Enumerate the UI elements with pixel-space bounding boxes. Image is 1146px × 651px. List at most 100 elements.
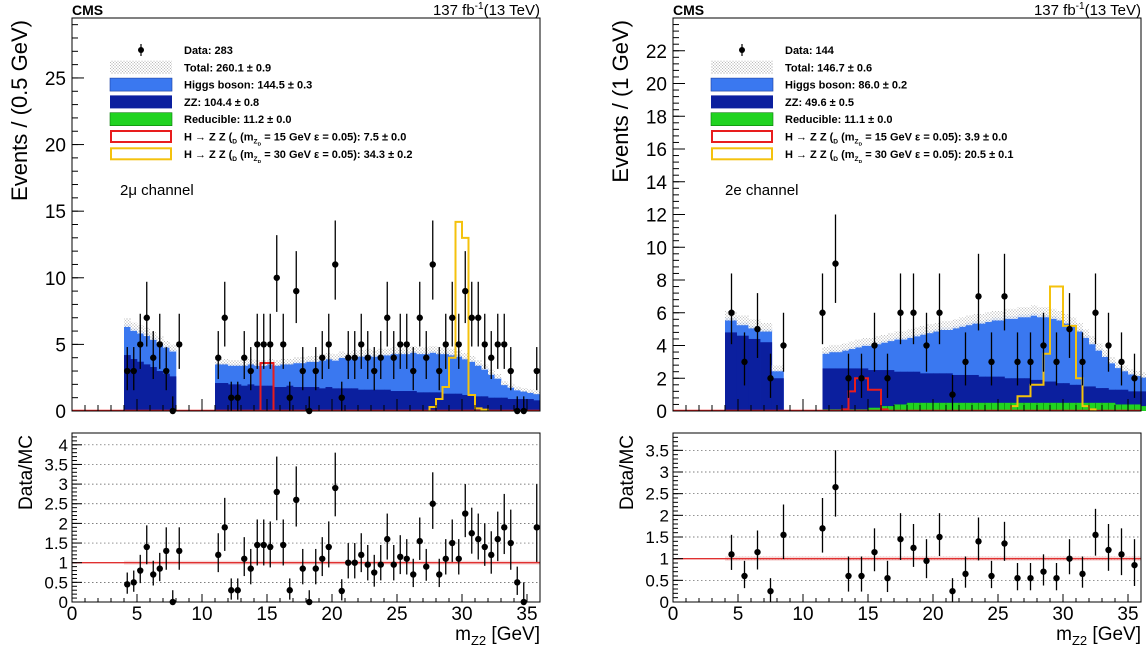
zz-bin bbox=[887, 370, 895, 411]
higgs-bin bbox=[1050, 316, 1057, 411]
zz-bin bbox=[325, 387, 333, 411]
ratio-point bbox=[163, 547, 170, 555]
zz-bin bbox=[468, 395, 476, 411]
higgs-bin bbox=[1037, 314, 1044, 411]
signal-30gev-line bbox=[1010, 285, 1097, 411]
uncertainty-band bbox=[861, 338, 869, 346]
ratio-point bbox=[819, 525, 826, 532]
data-point bbox=[488, 354, 495, 361]
uncertainty-band bbox=[520, 388, 528, 392]
legend-label: H → Z Z (D (mZD = 15 GeV ε = 0.05): 7.5 … bbox=[184, 132, 406, 148]
luminosity-label: 137 fb-1(13 TeV) bbox=[1034, 1, 1141, 19]
uncertainty-band bbox=[760, 322, 773, 332]
ratio-y-tick-label: 2.5 bbox=[44, 495, 68, 514]
uncertainty-band bbox=[306, 355, 313, 362]
data-point bbox=[299, 367, 306, 375]
reducible-bin bbox=[920, 402, 927, 411]
uncertainty-band bbox=[946, 320, 953, 330]
ratio-point bbox=[364, 561, 371, 568]
higgs-bin bbox=[416, 352, 424, 411]
uncertainty-band bbox=[842, 343, 849, 351]
zz-bin bbox=[861, 368, 869, 411]
ratio-point bbox=[1014, 574, 1021, 582]
ratio-point bbox=[1040, 568, 1047, 575]
x-axis-label: mZ2 [GeV] bbox=[455, 624, 540, 648]
ratio-point bbox=[533, 524, 540, 531]
reducible-bin bbox=[900, 404, 908, 411]
higgs-bin bbox=[377, 353, 385, 411]
legend-sig15-swatch bbox=[711, 130, 773, 143]
experiment-label: CMS bbox=[72, 2, 103, 18]
ratio-y-tick-label: 2 bbox=[660, 506, 669, 525]
reducible-bin bbox=[1017, 402, 1025, 411]
signal-30gev-line bbox=[428, 220, 489, 411]
uncertainty-band bbox=[1076, 322, 1083, 332]
ratio-point bbox=[351, 559, 358, 566]
higgs-bin bbox=[952, 325, 960, 411]
data-point bbox=[293, 287, 300, 295]
higgs-bin bbox=[345, 357, 352, 411]
data-point bbox=[351, 354, 358, 361]
higgs-bin bbox=[933, 329, 940, 411]
data-point bbox=[163, 367, 170, 375]
zz-bin bbox=[760, 342, 773, 411]
zz-bin bbox=[959, 374, 966, 411]
legend-zz-swatch bbox=[711, 95, 773, 109]
x-tick-label: 15 bbox=[256, 604, 277, 625]
zz-bin bbox=[972, 374, 979, 411]
reducible-bin bbox=[868, 407, 875, 411]
data-point bbox=[468, 314, 475, 321]
zz-bin bbox=[436, 392, 443, 411]
uncertainty-band bbox=[991, 310, 999, 321]
ratio-point bbox=[962, 570, 969, 578]
data-point bbox=[507, 367, 514, 375]
zz-bin bbox=[169, 376, 177, 411]
y-tick-label: 0 bbox=[55, 402, 66, 423]
uncertainty-band bbox=[926, 324, 934, 334]
zz-bin bbox=[855, 368, 862, 411]
uncertainty-band bbox=[1102, 350, 1109, 357]
data-point bbox=[143, 314, 150, 321]
reducible-bin bbox=[1024, 402, 1031, 411]
data-point bbox=[754, 325, 761, 333]
ratio-y-tick-label: 1 bbox=[660, 550, 669, 569]
zz-bin bbox=[1056, 383, 1064, 411]
data-point bbox=[267, 341, 274, 348]
data-point bbox=[897, 309, 904, 316]
legend-sig15-swatch bbox=[110, 130, 172, 143]
zz-bin bbox=[1134, 391, 1142, 411]
higgs-bin bbox=[325, 357, 333, 411]
zz-bin bbox=[332, 388, 339, 411]
data-point bbox=[1118, 358, 1125, 366]
data-point bbox=[884, 375, 891, 382]
legend: Data: 144 Total: 146.7 ± 0.6 Higgs boson: … bbox=[710, 44, 1013, 165]
uncertainty-band bbox=[124, 318, 131, 328]
ratio-point bbox=[345, 559, 352, 566]
higgs-bin bbox=[939, 327, 947, 411]
zz-bin bbox=[156, 371, 164, 411]
higgs-bin bbox=[351, 355, 359, 411]
data-point bbox=[481, 341, 488, 348]
ratio-point bbox=[488, 551, 495, 559]
zz-bin bbox=[429, 392, 437, 411]
reducible-bin bbox=[1037, 402, 1044, 411]
zz-bin bbox=[371, 389, 378, 411]
legend-label: Data: 144 bbox=[785, 45, 835, 57]
higgs-bin bbox=[364, 353, 372, 411]
ratio-point bbox=[410, 571, 417, 578]
data-point bbox=[871, 342, 878, 349]
ratio-panel: 0 0.5 1 1.5 2 2.5 3 3.5 Data/MC bbox=[617, 432, 1142, 612]
higgs-bin bbox=[1043, 314, 1051, 411]
higgs-bin bbox=[306, 360, 313, 411]
zz-bin bbox=[913, 371, 921, 411]
zz-bin bbox=[907, 371, 914, 411]
data-point bbox=[234, 394, 241, 401]
ratio-point bbox=[936, 533, 943, 541]
ratio-y-axis-label: Data/MC bbox=[16, 435, 37, 510]
higgs-bin bbox=[488, 373, 495, 411]
uncertainty-band bbox=[527, 389, 534, 393]
legend-sig30-swatch bbox=[110, 147, 172, 161]
x-tick-label: 35 bbox=[1117, 604, 1138, 625]
y-tick-label: 12 bbox=[646, 206, 667, 227]
